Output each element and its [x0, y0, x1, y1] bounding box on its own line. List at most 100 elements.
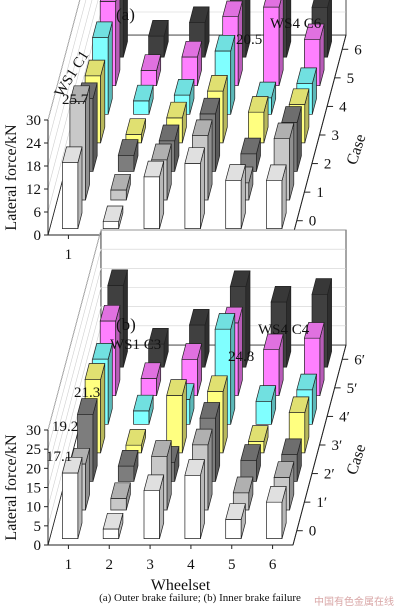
bar	[133, 394, 154, 425]
case-annotation: WS4 C6	[270, 16, 322, 32]
value-annotation: 25.7	[62, 92, 89, 108]
bar-top-face	[84, 59, 106, 77]
bar	[117, 139, 139, 172]
bar-front-face	[110, 189, 127, 201]
bar-top-face	[311, 0, 330, 8]
bar	[266, 486, 287, 539]
depth-tick-label: 3	[332, 128, 340, 144]
bar-top-face	[92, 21, 113, 38]
y-tick-label: 30	[26, 423, 41, 439]
y-tick-label: 6	[34, 205, 42, 221]
value-annotation: 24.8	[228, 349, 254, 365]
depth-tick-label: 2	[324, 157, 332, 173]
bar-top-face	[110, 482, 131, 499]
depth-tick-label: 6′	[354, 352, 365, 368]
x-tick-label: 1	[65, 247, 73, 263]
bar-front-face	[117, 465, 135, 482]
bar	[110, 482, 131, 511]
y-tick-label: 0	[34, 228, 42, 244]
bar	[263, 0, 284, 87]
depth-axis-label: Case	[344, 442, 370, 477]
bar-top-face	[303, 23, 325, 41]
bar	[61, 146, 83, 229]
bar-side-face	[245, 0, 251, 58]
value-annotation: 21.3	[74, 385, 100, 401]
bar-top-face	[117, 450, 139, 467]
x-tick-label: 3	[146, 557, 154, 573]
bar-front-face	[266, 501, 283, 539]
bar	[143, 160, 165, 229]
bar-top-face	[166, 101, 187, 119]
bar-top-face	[296, 67, 317, 84]
bar-top-face	[214, 313, 236, 330]
bar-top-face	[311, 278, 333, 295]
bar-top-face	[240, 444, 261, 461]
y-tick-label: 30	[26, 113, 41, 129]
bar-top-face	[288, 88, 310, 105]
bar-top-face	[148, 328, 169, 345]
case-annotation: WS1 C3	[110, 337, 161, 353]
bar-top-face	[273, 122, 295, 140]
depth-tick-label: 6	[354, 42, 362, 58]
depth-tick-label: 5	[347, 71, 355, 87]
bar-top-face	[247, 96, 269, 113]
bar-front-face	[117, 154, 135, 172]
bar-top-face	[99, 304, 121, 322]
bar	[181, 40, 203, 87]
y-tick-label: 24	[26, 136, 42, 152]
panel-label: (a)	[116, 5, 135, 24]
depth-tick-label: 4	[339, 99, 347, 115]
gridline	[47, 287, 346, 488]
gridline	[47, 306, 346, 507]
depth-tick-label: 1	[316, 185, 324, 201]
bar-top-face	[184, 459, 205, 476]
bar	[102, 512, 124, 539]
bar-top-face	[107, 269, 128, 286]
bar	[61, 456, 83, 539]
bar-top-face	[102, 512, 124, 530]
depth-axis-label: Case	[344, 132, 370, 167]
bar-front-face	[184, 163, 201, 229]
bar-front-face	[148, 35, 165, 58]
bar-top-face	[270, 285, 292, 303]
bar-top-face	[189, 6, 210, 23]
y-tick-label: 10	[26, 500, 41, 516]
bar-top-face	[151, 143, 172, 161]
x-tick-label: 1	[65, 557, 73, 573]
bar-side-face	[327, 0, 332, 58]
value-annotation: 19.2	[52, 419, 78, 435]
y-tick-label: 25	[26, 442, 41, 458]
gridline	[47, 267, 346, 469]
value-annotation: 20.5	[236, 32, 262, 48]
bar-top-face	[263, 333, 284, 351]
bar-top-face	[143, 160, 165, 178]
depth-tick-label: 5′	[347, 381, 358, 397]
bar-top-face	[214, 34, 236, 52]
bar-top-face	[181, 343, 203, 360]
bar	[110, 173, 131, 201]
bar-side-face	[278, 0, 284, 86]
gridline	[47, 229, 346, 431]
bar-front-face	[225, 179, 242, 229]
y-tick-label: 20	[26, 461, 41, 477]
depth-tick-label: 0	[309, 524, 317, 540]
depth-tick-label: 4′	[339, 409, 350, 425]
gridline	[47, 0, 99, 190]
bar	[225, 164, 246, 229]
bar-front-face	[255, 400, 272, 425]
panel-label: (b)	[116, 315, 136, 334]
bar-top-face	[158, 124, 180, 142]
bar-top-face	[61, 146, 83, 163]
bar-top-face	[199, 402, 221, 419]
bar-top-face	[225, 164, 246, 181]
bar-top-face	[229, 270, 251, 287]
bar-top-face	[133, 394, 154, 412]
bar	[117, 450, 139, 482]
x-tick-label: 5	[228, 557, 236, 573]
bar	[125, 429, 147, 454]
bar-front-face	[62, 162, 79, 229]
x-axis-label: Wheelset	[151, 577, 211, 592]
bar-top-face	[207, 375, 228, 392]
